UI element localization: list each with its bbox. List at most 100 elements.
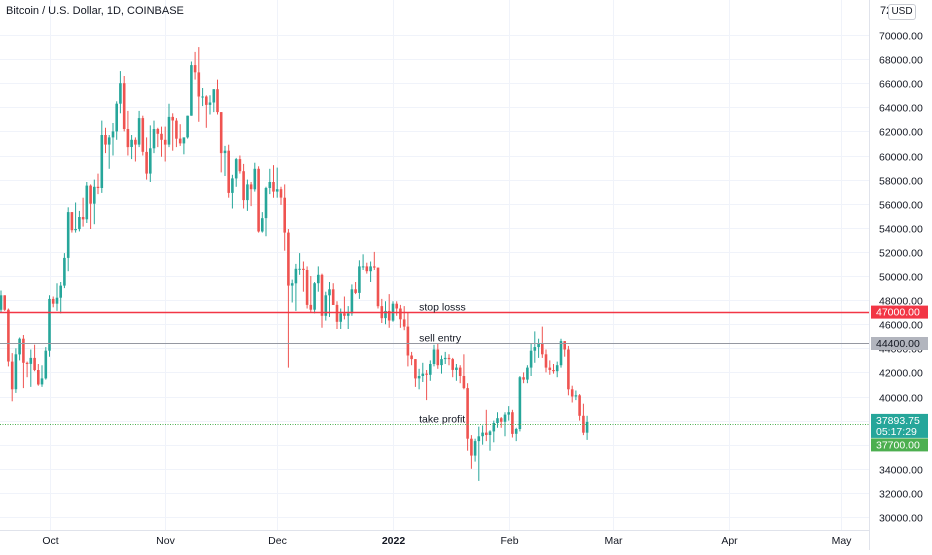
candle bbox=[567, 345, 570, 396]
candle bbox=[186, 115, 189, 139]
candle bbox=[44, 347, 48, 380]
candle-body bbox=[141, 118, 145, 152]
candle-body bbox=[48, 298, 51, 351]
take-profit-axis-label-text: 37700.00 bbox=[876, 439, 920, 451]
candle-body bbox=[261, 218, 264, 232]
candle bbox=[238, 155, 242, 174]
candle bbox=[578, 394, 581, 421]
candle bbox=[208, 95, 212, 115]
candle-body bbox=[107, 137, 111, 145]
candle-body bbox=[119, 83, 122, 104]
candle-body bbox=[257, 168, 260, 232]
take-profit-axis-label: 37700.00 bbox=[871, 438, 928, 452]
candle-body bbox=[365, 266, 369, 272]
candle-body bbox=[156, 129, 160, 134]
candle-body bbox=[0, 295, 3, 310]
candle bbox=[343, 296, 346, 320]
candle bbox=[380, 298, 384, 323]
candle bbox=[548, 360, 552, 375]
candle bbox=[440, 355, 443, 374]
candle-body bbox=[526, 367, 529, 380]
candle-body bbox=[33, 357, 36, 370]
stop-loss-axis-label-bg bbox=[871, 305, 928, 319]
candle bbox=[305, 266, 309, 309]
candle-body bbox=[234, 159, 238, 179]
candle bbox=[242, 163, 245, 209]
currency-badge[interactable]: USD bbox=[888, 4, 916, 20]
candle bbox=[63, 253, 66, 289]
time-axis[interactable]: Oct Nov Dec 2022 Feb Mar Apr May bbox=[42, 535, 852, 547]
candle bbox=[361, 254, 365, 270]
candle-body bbox=[66, 212, 70, 258]
candle-body bbox=[395, 303, 398, 309]
candle-body bbox=[70, 212, 74, 231]
candle-body bbox=[137, 118, 141, 145]
candle bbox=[533, 331, 537, 363]
candle bbox=[81, 197, 85, 227]
candle bbox=[115, 101, 118, 140]
candle bbox=[302, 261, 305, 292]
candle-body bbox=[402, 319, 406, 327]
candle bbox=[137, 110, 141, 148]
candle-body bbox=[324, 295, 328, 316]
candle-body bbox=[417, 376, 421, 379]
candle bbox=[141, 115, 145, 156]
candle bbox=[40, 365, 44, 387]
candle-body bbox=[7, 309, 10, 362]
candle bbox=[481, 425, 484, 445]
candle bbox=[93, 179, 96, 225]
candle bbox=[369, 261, 372, 282]
candle bbox=[294, 263, 298, 311]
candle bbox=[470, 435, 473, 469]
candle-body bbox=[406, 326, 410, 356]
price-tick-label: 32000.00 bbox=[879, 489, 923, 501]
candle bbox=[119, 71, 122, 114]
candle bbox=[104, 127, 107, 154]
candle bbox=[275, 167, 279, 198]
candle-body bbox=[331, 289, 335, 305]
candle bbox=[175, 118, 178, 148]
candle bbox=[443, 351, 447, 364]
candle bbox=[395, 301, 398, 316]
candle bbox=[257, 166, 260, 233]
candle bbox=[570, 385, 574, 403]
candle-body bbox=[59, 285, 62, 298]
candle-body bbox=[496, 418, 499, 423]
candle-body bbox=[272, 182, 275, 192]
candle-body bbox=[410, 355, 413, 360]
candle-body bbox=[294, 268, 298, 284]
candle-body bbox=[305, 270, 309, 305]
price-tick-label: 46000.00 bbox=[879, 320, 923, 332]
candle bbox=[346, 306, 350, 329]
candle-body bbox=[387, 310, 391, 321]
grid bbox=[0, 0, 869, 530]
take-profit-label: take profit bbox=[419, 414, 465, 426]
price-tick-label: 48000.00 bbox=[879, 296, 923, 308]
candle-body bbox=[317, 274, 320, 284]
candle-body bbox=[429, 364, 432, 375]
candle bbox=[249, 182, 253, 207]
candle bbox=[429, 360, 432, 381]
candle bbox=[499, 417, 503, 428]
candle-body bbox=[14, 354, 18, 390]
price-tick-label: 40000.00 bbox=[879, 393, 923, 405]
candle bbox=[171, 113, 174, 151]
candle bbox=[466, 383, 469, 451]
candle-body bbox=[552, 370, 555, 372]
candle bbox=[399, 304, 402, 328]
candle bbox=[3, 295, 6, 311]
candle-body bbox=[130, 139, 133, 147]
candle bbox=[78, 210, 81, 232]
time-tick-label: Mar bbox=[604, 535, 623, 547]
time-tick-label: Feb bbox=[500, 535, 518, 547]
candle-body bbox=[436, 349, 440, 366]
candle bbox=[447, 354, 451, 366]
candle-body bbox=[518, 377, 522, 429]
candle-body bbox=[399, 308, 402, 320]
candle bbox=[511, 409, 514, 438]
candle bbox=[365, 262, 369, 274]
candle-body bbox=[376, 267, 380, 307]
